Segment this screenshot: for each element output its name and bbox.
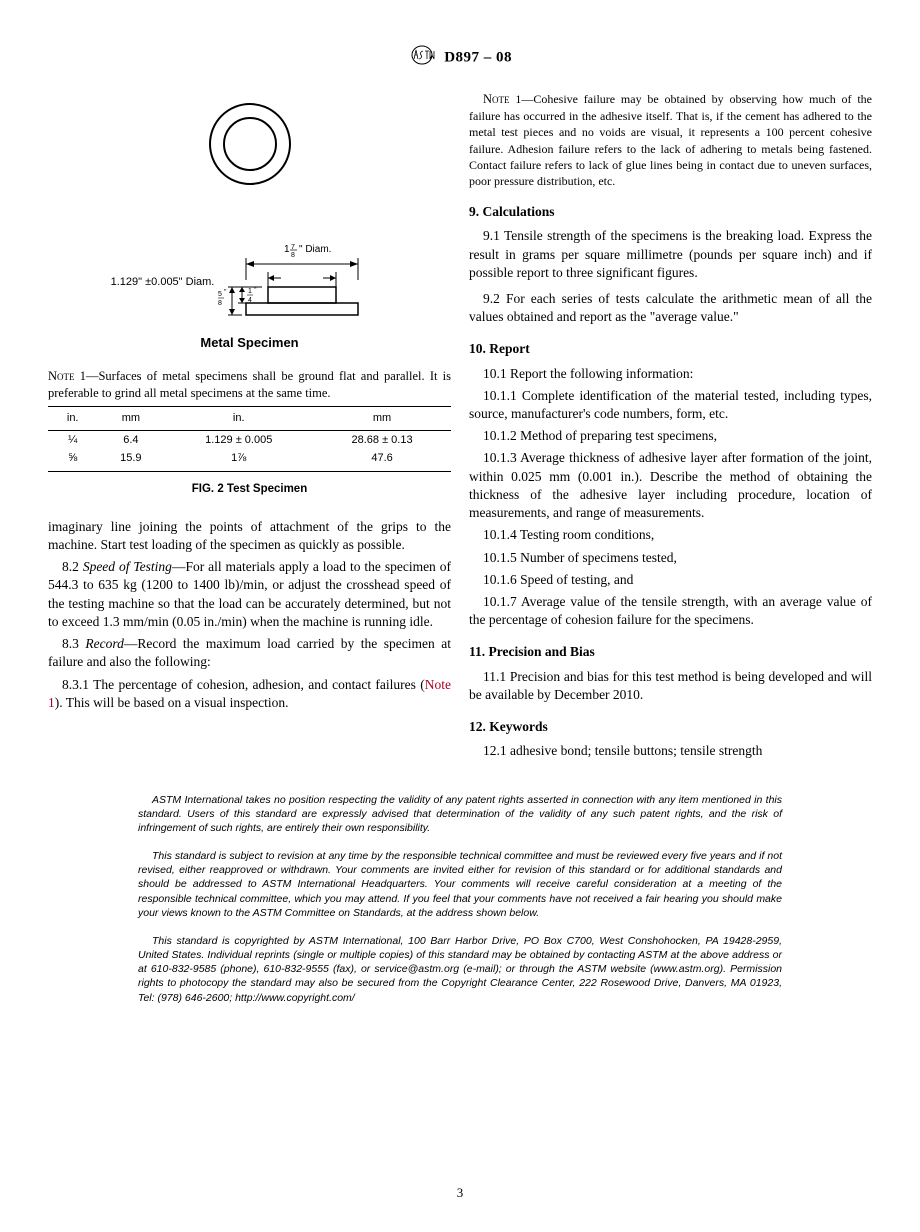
right-column: Note 1—Cohesive failure may be obtained … [469,91,872,764]
table-cell: 28.68 ± 0.13 [313,430,451,449]
para-10-1-7: 10.1.7 Average value of the tensile stre… [469,593,872,629]
figure-note: Note 1—Surfaces of metal specimens shall… [48,368,451,402]
figure-area: 1.129" ±0.005" Diam. 1 7 8 " Diam. [48,91,451,352]
para-9-2: 9.2 For each series of tests calculate t… [469,290,872,326]
svg-text:5: 5 [218,291,222,298]
svg-text:8: 8 [218,300,222,307]
table-row: ¼6.41.129 ± 0.00528.68 ± 0.13 [48,430,451,449]
note-1-body: Note 1—Cohesive failure may be obtained … [469,91,872,189]
para-8-3-1: 8.3.1 The percentage of cohesion, adhesi… [48,676,451,712]
svg-text:4: 4 [248,297,252,304]
diameter-label-left: 1.129" ±0.005" Diam. [111,275,215,290]
astm-logo-icon [408,45,436,71]
left-column: 1.129" ±0.005" Diam. 1 7 8 " Diam. [48,91,451,764]
svg-text:" Diam.: " Diam. [299,244,331,255]
footer-para-2: This standard is subject to revision at … [138,849,782,920]
circle-diagram-icon [207,101,293,187]
table-header: mm [97,406,164,430]
svg-text:": " [254,287,257,294]
para-10-1-6: 10.1.6 Speed of testing, and [469,571,872,589]
section-9-head: 9. Calculations [469,203,872,221]
section-10-head: 10. Report [469,340,872,358]
spec-table: in.mmin.mm ¼6.41.129 ± 0.00528.68 ± 0.13… [48,406,451,473]
table-cell: 1⅞ [164,449,313,471]
metal-specimen-title: Metal Specimen [48,334,451,352]
table-cell: ⅝ [48,449,97,471]
para-10-1-3: 10.1.3 Average thickness of adhesive lay… [469,449,872,522]
para-8-1-cont: imaginary line joining the points of att… [48,518,451,554]
footer-para-3: This standard is copyrighted by ASTM Int… [138,934,782,1005]
section-12-head: 12. Keywords [469,718,872,736]
para-8-2: 8.2 Speed of Testing—For all materials a… [48,558,451,631]
section-11-head: 11. Precision and Bias [469,643,872,661]
para-10-1-1: 10.1.1 Complete identification of the ma… [469,387,872,423]
table-cell: 6.4 [97,430,164,449]
figure-caption: FIG. 2 Test Specimen [48,482,451,498]
footer-para-1: ASTM International takes no position res… [138,793,782,836]
table-header: mm [313,406,451,430]
para-12-1: 12.1 adhesive bond; tensile buttons; ten… [469,742,872,760]
para-10-1: 10.1 Report the following information: [469,365,872,383]
table-header: in. [164,406,313,430]
para-11-1: 11.1 Precision and bias for this test me… [469,668,872,704]
table-row: ⅝15.91⅞47.6 [48,449,451,471]
page-number: 3 [0,1184,920,1202]
para-10-1-5: 10.1.5 Number of specimens tested, [469,549,872,567]
page-header: D897 – 08 [48,45,872,71]
table-cell: 47.6 [313,449,451,471]
para-9-1: 9.1 Tensile strength of the specimens is… [469,227,872,282]
top-diam-text: 1 [284,244,290,255]
standard-number: D897 – 08 [444,50,512,66]
metal-specimen-diagram: 1.129" ±0.005" Diam. 1 7 8 " Diam. [48,242,451,322]
table-cell: 1.129 ± 0.005 [164,430,313,449]
svg-text:8: 8 [291,252,295,259]
para-10-1-4: 10.1.4 Testing room conditions, [469,526,872,544]
footer-block: ASTM International takes no position res… [138,793,782,1005]
table-cell: ¼ [48,430,97,449]
specimen-drawing-icon: 1 7 8 " Diam. [218,242,388,322]
svg-text:1: 1 [248,288,252,295]
table-header: in. [48,406,97,430]
para-10-1-2: 10.1.2 Method of preparing test specimen… [469,427,872,445]
svg-text:": " [224,289,227,296]
para-8-3: 8.3 Record—Record the maximum load carri… [48,635,451,671]
table-cell: 15.9 [97,449,164,471]
